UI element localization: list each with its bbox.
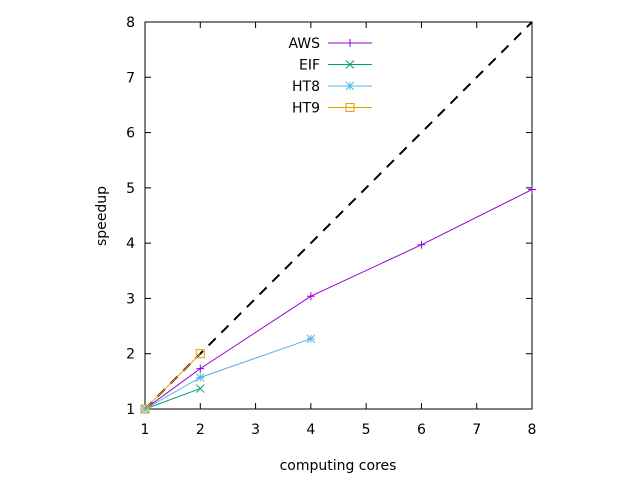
series-aws-point — [196, 364, 205, 373]
series-aws-point — [528, 185, 536, 194]
x-tick-label: 1 — [141, 422, 150, 438]
ideal-speedup-line — [144, 21, 533, 410]
series-aws-point — [417, 240, 426, 249]
series-ht9 — [140, 349, 205, 414]
x-tick-label: 8 — [528, 422, 537, 438]
y-tick-label: 5 — [126, 181, 135, 197]
series-ht8-point — [306, 334, 316, 344]
y-tick-label: 2 — [126, 347, 135, 363]
series-ht9-line — [144, 353, 201, 410]
y-tick-label: 3 — [126, 291, 135, 307]
x-axis-label: computing cores — [280, 458, 397, 474]
legend-item-aws: AWS — [288, 36, 372, 52]
legend-marker — [346, 39, 354, 47]
x-tick-label: 4 — [306, 422, 315, 438]
legend-item-ht9: HT9 — [292, 101, 372, 117]
y-tick-label: 6 — [126, 126, 135, 142]
legend-label: AWS — [288, 36, 320, 52]
series-ht9-point — [140, 404, 150, 414]
x-tick-label: 6 — [417, 422, 426, 438]
series-ht8-line — [144, 338, 312, 410]
series-eif-point — [195, 384, 205, 393]
series-ht8 — [140, 334, 316, 414]
y-tick-label: 8 — [126, 15, 135, 31]
series-eif-line — [144, 388, 201, 410]
y-tick-label: 7 — [126, 70, 135, 86]
y-tick-label: 1 — [126, 402, 135, 418]
series-aws-point — [306, 292, 315, 301]
x-tick-label: 2 — [196, 422, 205, 438]
y-tick-label: 4 — [126, 236, 135, 252]
legend-label: EIF — [299, 58, 320, 74]
y-axis-label: speedup — [94, 186, 110, 246]
series-aws — [141, 185, 536, 413]
legend-label: HT9 — [292, 101, 320, 117]
axis-ticks: 1 2 3 4 5 6 7 8 1 2 3 4 5 6 7 8 — [126, 15, 536, 438]
legend-marker — [345, 81, 355, 91]
x-tick-label: 5 — [362, 422, 371, 438]
plot-frame — [144, 21, 533, 410]
series-ht9-point — [195, 349, 205, 359]
x-tick-label: 3 — [251, 422, 260, 438]
legend-label: HT8 — [292, 79, 320, 95]
legend-marker — [345, 103, 355, 112]
legend-item-ht8: HT8 — [292, 79, 372, 95]
legend-item-eif: EIF — [299, 58, 372, 74]
legend: AWS EIF HT8 HT9 — [288, 36, 372, 117]
x-tick-label: 7 — [472, 422, 481, 438]
legend-marker — [345, 60, 355, 69]
series-layer — [140, 185, 536, 414]
series-ht8-point — [195, 373, 205, 382]
